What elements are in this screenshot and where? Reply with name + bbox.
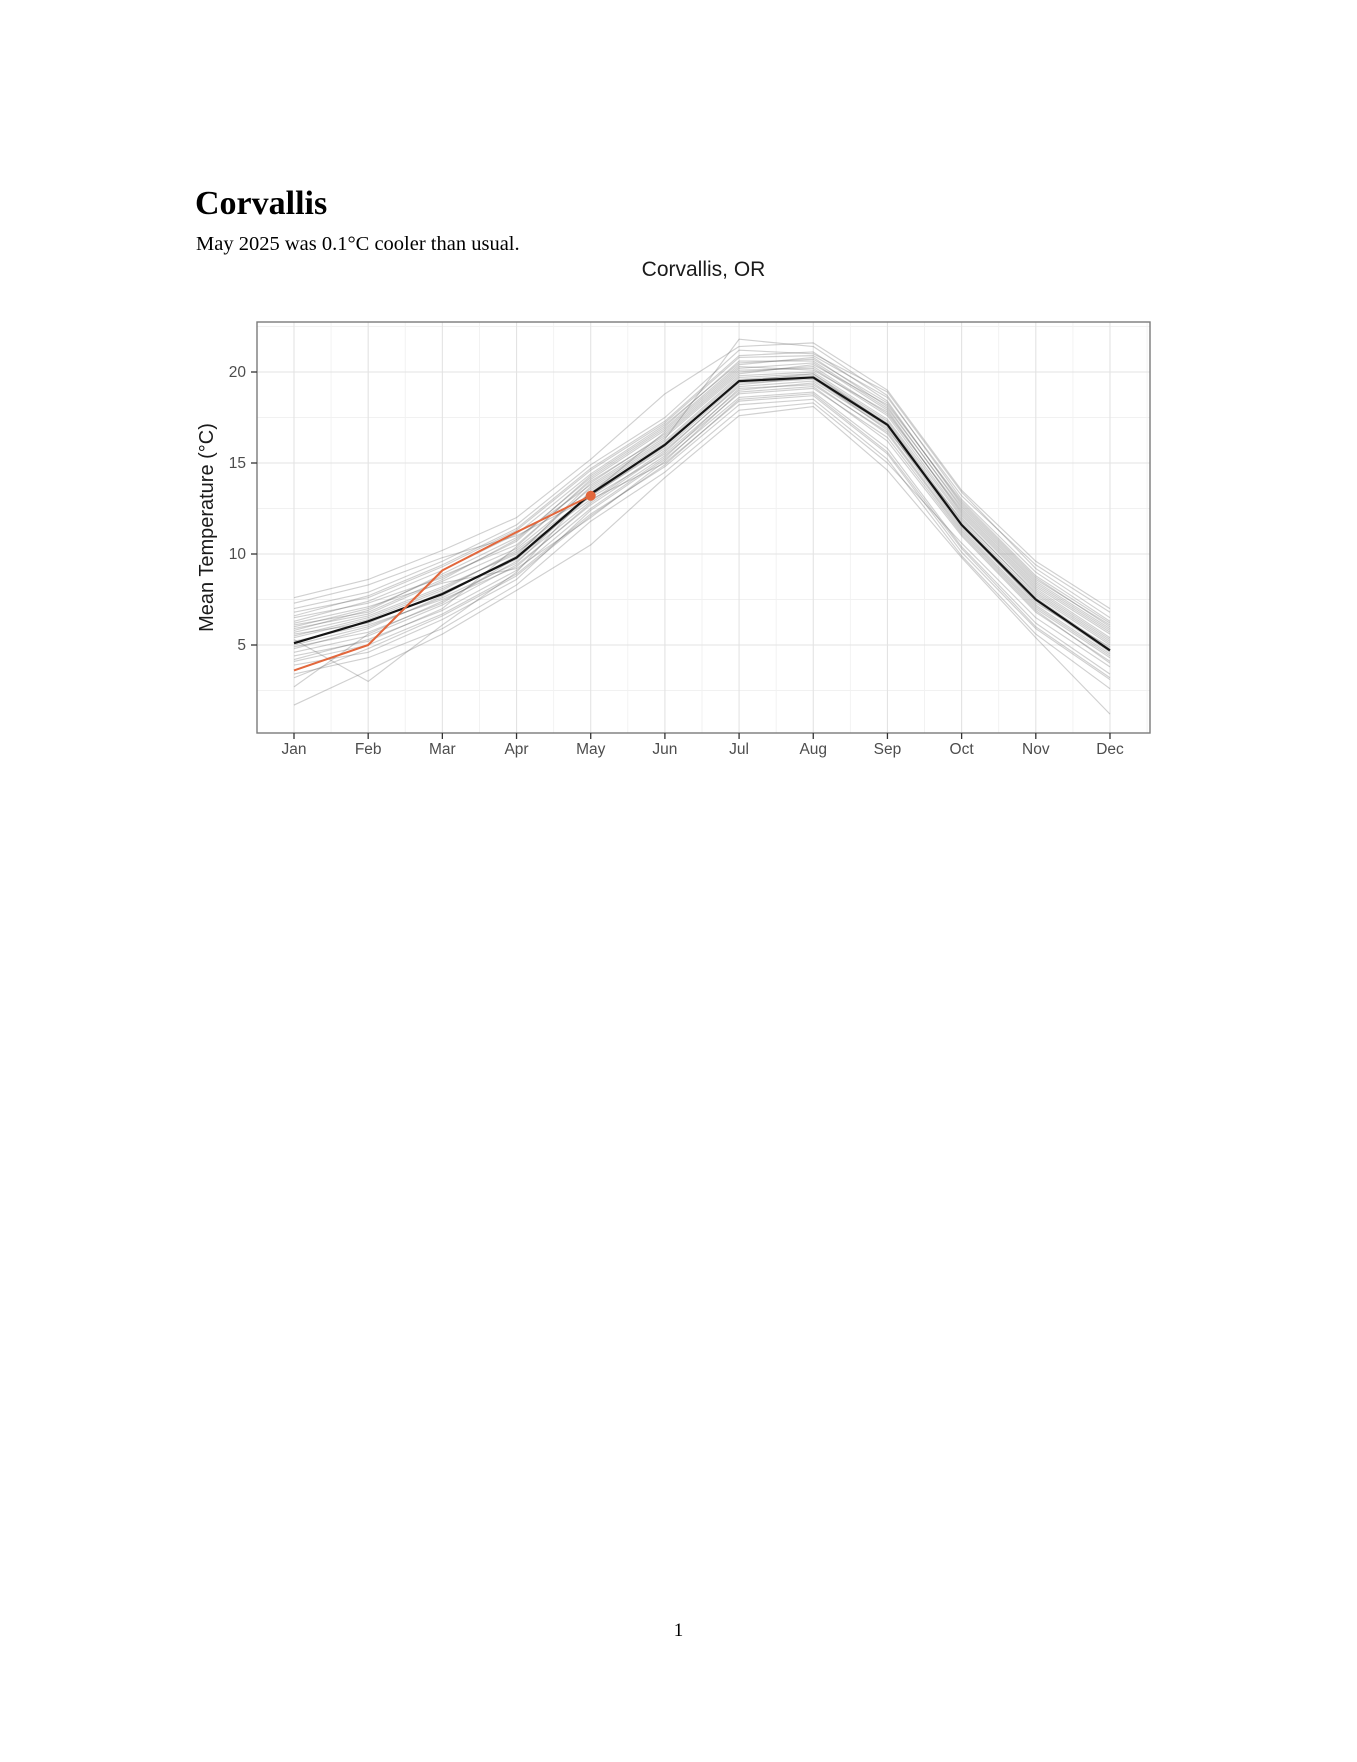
historical-year-line: [293, 391, 1111, 675]
x-axis-tick-label: Aug: [799, 741, 827, 758]
axis-ticks: [251, 371, 1111, 739]
x-axis-tick-label: Nov: [1022, 741, 1050, 758]
y-axis-tick-label: 20: [229, 364, 247, 381]
x-axis-tick-label: Sep: [874, 741, 902, 758]
historical-year-line: [293, 351, 1111, 626]
historical-year-line: [293, 364, 1111, 631]
historical-year-line: [293, 385, 1111, 662]
historical-year-line: [293, 380, 1111, 688]
historical-year-line: [293, 365, 1111, 657]
y-axis-tick-label: 10: [229, 546, 247, 563]
historical-year-line: [293, 398, 1111, 690]
x-axis-tick-label: Feb: [355, 741, 382, 758]
historical-year-line: [293, 406, 1111, 715]
x-axis-tick-labels: Jan Feb Mar Apr May Jun Jul Aug Sep Oct Nov Dec: [282, 741, 1125, 758]
historical-year-line: [293, 378, 1111, 653]
chart-title: Corvallis, OR: [642, 258, 766, 281]
historical-year-line: [293, 362, 1111, 648]
x-axis-tick-label: Oct: [950, 741, 975, 758]
historical-year-line: [293, 376, 1111, 642]
historical-year-line: [293, 358, 1111, 628]
x-axis-tick-label: Apr: [504, 741, 528, 758]
chart-panel: [257, 322, 1150, 733]
x-axis-tick-label: Jan: [282, 741, 307, 758]
historical-year-line: [293, 387, 1111, 664]
page-number: 1: [673, 1620, 684, 1641]
historical-year-line: [293, 395, 1111, 681]
historical-year-line: [293, 384, 1111, 661]
historical-year-line: [293, 355, 1111, 613]
gridlines-major: [257, 322, 1150, 733]
y-axis-tick-label: 5: [237, 637, 246, 654]
panel-border: [256, 321, 1151, 734]
historical-year-line: [293, 356, 1111, 631]
historical-year-line: [293, 382, 1111, 659]
y-axis-title: Mean Temperature (°C): [196, 423, 218, 632]
x-axis-tick-label: Jul: [729, 741, 749, 758]
page-heading: Corvallis: [195, 185, 328, 222]
historical-year-line: [293, 367, 1111, 650]
gridlines-minor: [257, 322, 1150, 733]
x-axis-tick-label: Dec: [1096, 741, 1124, 758]
current-year-line: [293, 494, 592, 672]
mean-line: [293, 376, 1111, 652]
historical-year-line: [293, 373, 1111, 682]
x-axis-tick-label: Jun: [652, 741, 677, 758]
current-month-point: [585, 490, 596, 501]
temperature-line-chart: Jan Feb Mar Apr May Jun Jul Aug Sep Oct Nov Dec 5 10 1…: [196, 258, 1151, 758]
y-axis-tick-labels: 5 10 15 20: [229, 364, 247, 654]
historical-year-line: [293, 371, 1111, 644]
x-axis-tick-label: Mar: [429, 741, 456, 758]
historical-year-line: [293, 349, 1111, 619]
page-subtitle: May 2025 was 0.1°C cooler than usual.: [196, 233, 520, 255]
historical-year-line: [293, 402, 1111, 675]
historical-year-line: [293, 342, 1111, 610]
x-axis-tick-label: May: [576, 741, 606, 758]
historical-year-line: [293, 338, 1111, 633]
y-axis-tick-label: 15: [229, 455, 246, 472]
historical-year-line: [293, 393, 1111, 679]
historical-year-line: [293, 365, 1111, 633]
